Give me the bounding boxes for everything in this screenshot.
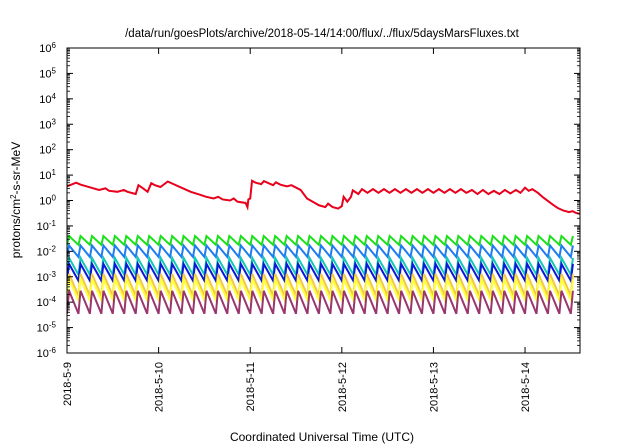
y-axis-label-sup: 2 [9, 194, 18, 199]
series-line-2 [67, 234, 574, 247]
y-tick-exponent: 3 [52, 117, 57, 126]
series-line-8 [67, 290, 574, 315]
y-tick-exponent: 4 [52, 91, 57, 100]
y-tick-exponent: -4 [49, 295, 57, 304]
y-tick-exponent: -5 [49, 320, 57, 329]
y-tick-label: 101 [39, 168, 56, 183]
x-axis-label: Coordinated Universal Time (UTC) [230, 430, 414, 444]
chart-title: /data/run/goesPlots/archive/2018-05-14/1… [125, 28, 520, 40]
series-line-5 [67, 260, 574, 284]
y-tick-label: 10-4 [37, 295, 57, 310]
y-axis-label: protons/cm2-s-sr-MeV [9, 142, 24, 258]
x-axis-ticks: 2018-5-9 2018-5-10 2018-5-11 2018-5-12 2018-… [62, 48, 532, 412]
x-tick-label: 2018-5-10 [154, 362, 166, 412]
plot-area [66, 47, 581, 354]
y-tick-label: 100 [39, 193, 56, 208]
y-tick-label: 10-5 [37, 320, 57, 335]
series-line-7 [67, 275, 574, 304]
y-tick-exponent: -3 [49, 269, 57, 278]
y-axis-label-base: protons/cm [9, 199, 23, 258]
y-tick-label: 104 [39, 91, 56, 106]
y-tick-label: 10-6 [37, 346, 57, 361]
y-tick-label: 103 [39, 117, 56, 132]
y-tick-label: 105 [39, 66, 56, 81]
x-tick-label: 2018-5-11 [245, 362, 257, 411]
y-tick-label: 10-1 [37, 218, 57, 233]
x-tick-label: 2018-5-13 [428, 362, 440, 412]
y-tick-label: 106 [39, 41, 56, 56]
y-tick-exponent: 1 [52, 168, 57, 177]
series-layer [67, 179, 580, 315]
y-tick-exponent: -1 [49, 218, 57, 227]
y-tick-label: 10-3 [37, 269, 57, 284]
series-line-1 [67, 179, 580, 215]
y-axis-label-rest: -s-sr-MeV [9, 142, 23, 195]
y-tick-exponent: 0 [52, 193, 57, 202]
y-tick-exponent: 6 [52, 41, 57, 50]
y-tick-label: 102 [39, 142, 56, 157]
y-tick-exponent: 2 [52, 142, 57, 151]
y-tick-label: 10-2 [37, 244, 57, 258]
x-tick-label: 2018-5-9 [62, 362, 74, 406]
x-tick-label: 2018-5-14 [520, 362, 532, 412]
y-tick-exponent: 5 [52, 66, 57, 75]
y-tick-exponent: -2 [49, 244, 57, 253]
x-tick-label: 2018-5-12 [337, 362, 349, 412]
y-tick-exponent: -6 [49, 346, 57, 355]
series-line-3 [67, 243, 574, 260]
